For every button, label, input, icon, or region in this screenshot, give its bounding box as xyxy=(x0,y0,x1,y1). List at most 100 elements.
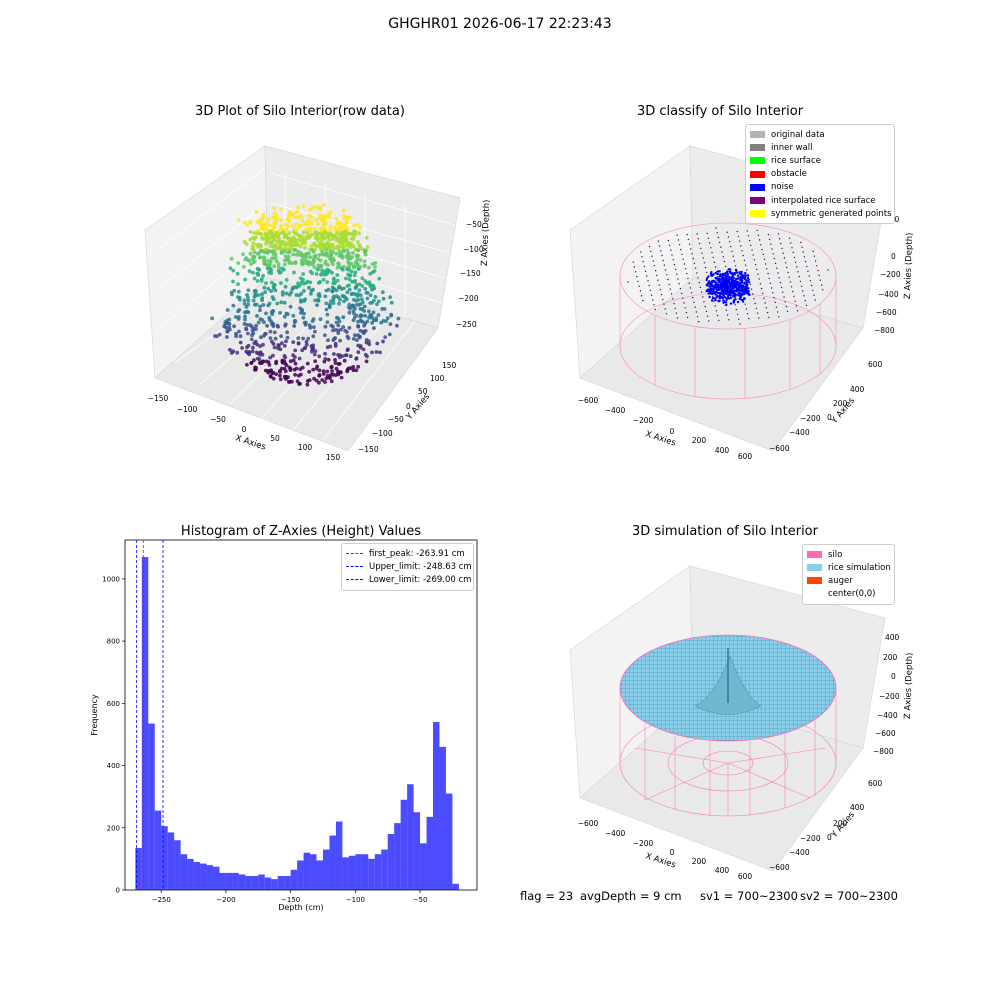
surface-point xyxy=(634,271,637,273)
noise-point xyxy=(714,298,717,302)
scatter-point xyxy=(347,326,352,330)
surface-point xyxy=(651,255,653,257)
noise-point xyxy=(722,301,725,304)
histogram-bar xyxy=(368,858,375,890)
surface-point xyxy=(672,259,674,261)
scatter-point xyxy=(312,352,317,357)
scatter-point xyxy=(353,279,357,283)
surface-point xyxy=(683,302,685,304)
surface-point xyxy=(693,262,696,265)
scatter-point xyxy=(346,336,351,341)
scatter-point xyxy=(294,231,298,236)
scatter-point xyxy=(278,347,283,352)
scatter-point xyxy=(383,335,388,339)
x-tick-label: 400 xyxy=(715,446,730,455)
raw-3d-plot: −150 −100 −50 0 50 100 150 X Axies 150 1… xyxy=(144,145,490,462)
z-tick-label: −400 xyxy=(878,290,899,299)
scatter-point xyxy=(251,345,255,350)
scatter-point xyxy=(265,240,270,245)
raw-z-label: Z Axies (Depth) xyxy=(480,199,490,266)
scatter-point xyxy=(376,313,381,317)
scatter-point xyxy=(346,265,351,269)
scatter-point xyxy=(358,258,363,262)
noise-point xyxy=(733,298,736,301)
scatter-point xyxy=(312,265,317,270)
scatter-point xyxy=(297,293,301,298)
surface-point xyxy=(642,260,644,263)
scatter-point xyxy=(303,258,308,263)
scatter-point xyxy=(270,295,275,299)
scatter-point xyxy=(292,270,296,275)
scatter-point xyxy=(348,366,353,371)
scatter-point xyxy=(334,366,339,371)
scatter-point xyxy=(323,294,328,299)
surface-point xyxy=(741,250,743,252)
scatter-point xyxy=(246,350,251,355)
scatter-point xyxy=(322,247,326,251)
noise-point xyxy=(722,299,725,302)
scatter-point xyxy=(331,262,335,267)
histogram-bar xyxy=(355,854,362,890)
scatter-point xyxy=(291,358,296,363)
surface-point xyxy=(767,233,770,236)
surface-point xyxy=(698,320,700,323)
scatter-point xyxy=(329,364,334,369)
scatter-point xyxy=(310,248,315,252)
surface-point xyxy=(770,287,773,289)
scatter-point xyxy=(284,339,288,344)
scatter-point xyxy=(280,292,285,297)
scatter-point xyxy=(332,352,336,356)
legend-label: rice simulation xyxy=(828,562,891,573)
surface-point xyxy=(688,243,691,245)
scatter-point xyxy=(331,247,336,251)
noise-point xyxy=(730,283,733,287)
histogram-bar xyxy=(394,823,401,890)
surface-point xyxy=(812,250,814,253)
scatter-point xyxy=(328,210,333,215)
scatter-point xyxy=(326,338,330,343)
surface-point xyxy=(664,308,666,310)
flag-readout: flag = 23 xyxy=(520,889,574,903)
classify-x-ticks: −600 −400 −200 0 200 400 600 xyxy=(578,396,753,461)
scatter-point xyxy=(317,216,322,220)
scatter-point xyxy=(297,356,302,361)
legend-label: silo xyxy=(828,549,843,560)
y-tick-label: 0 xyxy=(406,402,411,411)
scatter-point xyxy=(373,295,378,299)
surface-point xyxy=(772,292,774,294)
scatter-point xyxy=(337,355,342,360)
scatter-point xyxy=(263,368,268,373)
scatter-point xyxy=(246,331,250,336)
scatter-point xyxy=(293,260,298,264)
noise-point xyxy=(732,282,735,285)
surface-point xyxy=(791,247,793,249)
surface-point xyxy=(720,246,722,248)
noise-point xyxy=(711,284,714,287)
noise-point xyxy=(705,278,708,282)
scatter-point xyxy=(311,367,316,372)
scatter-point xyxy=(378,350,382,355)
surface-point xyxy=(657,240,660,242)
scatter-point xyxy=(251,260,256,265)
scatter-point xyxy=(246,310,251,315)
surface-point xyxy=(763,297,765,299)
scatter-point xyxy=(356,248,361,253)
noise-point xyxy=(735,277,738,281)
scatter-point xyxy=(362,304,367,309)
scatter-point xyxy=(365,296,370,301)
scatter-point xyxy=(269,368,273,373)
scatter-point xyxy=(268,329,273,334)
classify-3d-plot: −600 −400 −200 0 200 400 600 X Axies 600… xyxy=(569,145,915,461)
histogram-frame xyxy=(124,539,478,891)
scatter-point xyxy=(310,206,314,211)
surface-point xyxy=(800,285,803,287)
scatter-point xyxy=(262,258,266,263)
surface-point xyxy=(763,258,766,260)
classify-z-label: Z Axies (Depth) xyxy=(903,232,915,299)
surface-point xyxy=(758,278,760,280)
surface-point xyxy=(706,271,708,274)
surface-point xyxy=(786,310,789,313)
surface-point xyxy=(786,266,788,269)
scatter-point xyxy=(274,359,279,364)
scatter-point xyxy=(272,215,277,220)
